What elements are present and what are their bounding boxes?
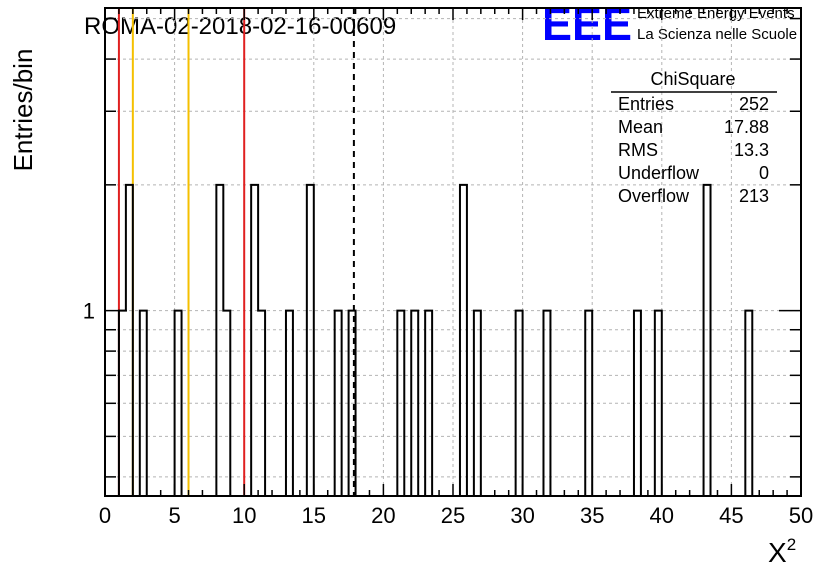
stats-rms-value: 13.3 bbox=[734, 140, 769, 160]
x-tick-label: 15 bbox=[302, 503, 326, 528]
histogram bbox=[105, 183, 801, 497]
x-axis-title-base: X bbox=[768, 537, 787, 568]
grid bbox=[105, 8, 801, 496]
stats-underflow-value: 0 bbox=[759, 163, 769, 183]
x-tick-label: 10 bbox=[232, 503, 256, 528]
stats-overflow-label: Overflow bbox=[618, 186, 690, 206]
x-tick-label: 0 bbox=[99, 503, 111, 528]
eee-logo-line2: La Scienza nelle Scuole bbox=[637, 26, 797, 43]
stats-mean-label: Mean bbox=[618, 117, 663, 137]
x-tick-label: 40 bbox=[650, 503, 674, 528]
stats-rms-label: RMS bbox=[618, 140, 658, 160]
y-axis-title: Entries/bin bbox=[8, 49, 38, 172]
axes: 0 5 10 15 20 25 30 35 40 45 50 1 bbox=[83, 7, 813, 528]
x-tick-label: 5 bbox=[168, 503, 180, 528]
run-title: ROMA-02-2018-02-16-00609 bbox=[84, 13, 396, 40]
x-tick-label: 30 bbox=[510, 503, 534, 528]
stats-entries-label: Entries bbox=[618, 94, 674, 114]
x-tick-label: 20 bbox=[371, 503, 395, 528]
stats-box-title: ChiSquare bbox=[650, 69, 735, 89]
x-tick-label: 25 bbox=[441, 503, 465, 528]
stats-mean-value: 17.88 bbox=[724, 117, 769, 137]
x-axis-title: X2 bbox=[768, 535, 796, 568]
x-tick-label: 50 bbox=[789, 503, 813, 528]
stats-underflow-label: Underflow bbox=[618, 163, 700, 183]
y-tick-label: 1 bbox=[83, 299, 95, 324]
histogram-outline bbox=[105, 183, 801, 497]
stats-overflow-value: 213 bbox=[739, 186, 769, 206]
stats-box: ChiSquare Entries 252 Mean 17.88 RMS 13.… bbox=[611, 69, 777, 206]
x-tick-label: 35 bbox=[580, 503, 604, 528]
stats-entries-value: 252 bbox=[739, 94, 769, 114]
x-tick-label: 45 bbox=[719, 503, 743, 528]
x-axis-title-superscript: 2 bbox=[787, 535, 796, 554]
